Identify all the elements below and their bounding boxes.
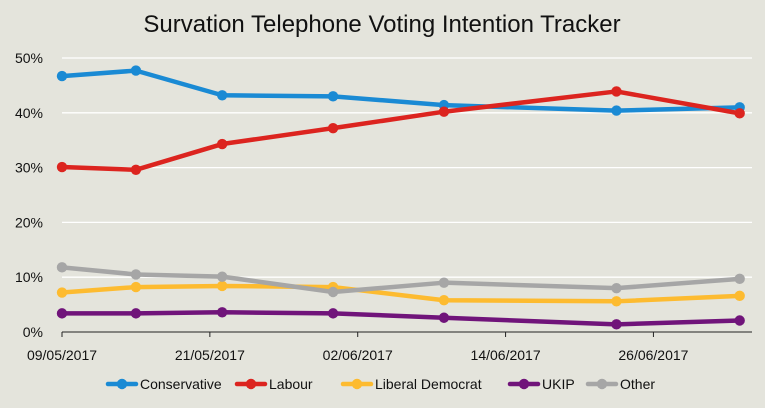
y-tick-label: 0% bbox=[23, 324, 43, 340]
x-tick-label: 21/05/2017 bbox=[175, 347, 245, 363]
legend-item: UKIP bbox=[507, 376, 575, 392]
y-tick-label: 50% bbox=[15, 50, 43, 66]
y-tick-label: 40% bbox=[15, 105, 43, 121]
series-group bbox=[56, 65, 745, 330]
data-point bbox=[216, 307, 228, 318]
data-point bbox=[327, 91, 339, 102]
data-point bbox=[611, 282, 622, 294]
legend-swatch-marker bbox=[351, 378, 363, 390]
data-point bbox=[438, 295, 450, 306]
data-point bbox=[438, 106, 450, 117]
data-point bbox=[734, 108, 745, 119]
legend-label: Other bbox=[620, 376, 655, 392]
data-point bbox=[327, 122, 339, 134]
legend-swatch-marker bbox=[116, 378, 128, 390]
data-point bbox=[216, 90, 228, 101]
x-tick-label: 09/05/2017 bbox=[27, 347, 97, 363]
series-other bbox=[56, 262, 745, 298]
x-tick-label: 26/06/2017 bbox=[618, 347, 688, 363]
data-point bbox=[56, 308, 68, 319]
legend: Conservative Labour Liberal Democrat UKIP Ot… bbox=[105, 376, 655, 392]
x-tick-label: 14/06/2017 bbox=[471, 347, 541, 363]
series-line bbox=[59, 310, 742, 327]
data-point bbox=[611, 105, 622, 116]
data-point bbox=[611, 319, 622, 330]
x-tick-label: 02/06/2017 bbox=[323, 347, 393, 363]
y-tick-label: 30% bbox=[15, 160, 43, 176]
legend-swatch-marker bbox=[245, 378, 257, 390]
legend-label: UKIP bbox=[542, 376, 575, 392]
data-point bbox=[611, 296, 622, 307]
data-point bbox=[327, 308, 339, 319]
legend-item: Labour bbox=[234, 376, 313, 392]
y-tick-label: 10% bbox=[15, 269, 43, 285]
data-point bbox=[56, 70, 68, 82]
data-point bbox=[734, 290, 745, 302]
data-point bbox=[130, 308, 142, 319]
data-point bbox=[216, 280, 228, 292]
axes: 0% 10% 20% 30% 40% 50% 09/05/2017 21/05/2017 02/… bbox=[15, 50, 752, 363]
data-point bbox=[56, 262, 68, 273]
legend-item: Liberal Democrat bbox=[340, 376, 482, 392]
legend-item: Conservative bbox=[105, 376, 222, 392]
series-ukip bbox=[56, 307, 745, 330]
legend-item: Other bbox=[585, 376, 655, 392]
data-point bbox=[327, 286, 339, 298]
data-point bbox=[130, 65, 142, 76]
legend-label: Liberal Democrat bbox=[375, 376, 482, 392]
data-point bbox=[56, 287, 68, 298]
data-point bbox=[56, 161, 68, 173]
series-line bbox=[59, 68, 742, 113]
data-point bbox=[130, 281, 142, 293]
data-point bbox=[130, 164, 142, 175]
data-point bbox=[130, 269, 142, 280]
data-point bbox=[734, 315, 745, 326]
data-point bbox=[438, 312, 450, 323]
data-point bbox=[438, 277, 450, 288]
legend-label: Labour bbox=[269, 376, 313, 392]
data-point bbox=[216, 271, 228, 282]
legend-swatch-marker bbox=[596, 378, 608, 390]
gridlines bbox=[62, 57, 752, 278]
chart-title: Survation Telephone Voting Intention Tra… bbox=[143, 11, 620, 38]
data-point bbox=[734, 273, 745, 285]
y-tick-label: 20% bbox=[15, 214, 43, 230]
series-conservative bbox=[56, 65, 745, 116]
data-point bbox=[216, 138, 228, 150]
legend-swatch-marker bbox=[518, 378, 530, 390]
legend-label: Conservative bbox=[140, 376, 222, 392]
series-labour bbox=[56, 86, 745, 175]
data-point bbox=[611, 86, 622, 97]
